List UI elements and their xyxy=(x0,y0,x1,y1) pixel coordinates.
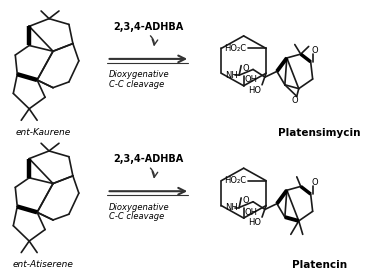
Text: O: O xyxy=(311,178,318,187)
Text: O: O xyxy=(311,46,318,55)
Text: Dioxygenative: Dioxygenative xyxy=(109,203,169,212)
Text: Platencin: Platencin xyxy=(292,260,347,270)
Text: Dioxygenative: Dioxygenative xyxy=(109,70,169,79)
Text: Platensimycin: Platensimycin xyxy=(278,128,360,138)
Text: ent-Atiserene: ent-Atiserene xyxy=(13,260,74,269)
Text: HO₂C: HO₂C xyxy=(224,176,246,185)
Text: 2,3,4-ADHBA: 2,3,4-ADHBA xyxy=(113,22,183,32)
Text: O: O xyxy=(242,196,249,205)
Text: 2,3,4-ADHBA: 2,3,4-ADHBA xyxy=(113,154,183,164)
Text: HO: HO xyxy=(248,218,261,227)
Text: NH: NH xyxy=(225,71,238,80)
Text: ent-Kaurene: ent-Kaurene xyxy=(15,128,71,137)
Text: C-C cleavage: C-C cleavage xyxy=(109,212,164,221)
Text: O: O xyxy=(292,96,298,105)
Text: OH: OH xyxy=(245,208,258,217)
Text: O: O xyxy=(242,64,249,73)
Text: HO: HO xyxy=(248,86,261,95)
Text: NH: NH xyxy=(225,203,238,212)
Text: C-C cleavage: C-C cleavage xyxy=(109,80,164,89)
Text: HO₂C: HO₂C xyxy=(224,44,246,53)
Text: OH: OH xyxy=(245,75,258,84)
